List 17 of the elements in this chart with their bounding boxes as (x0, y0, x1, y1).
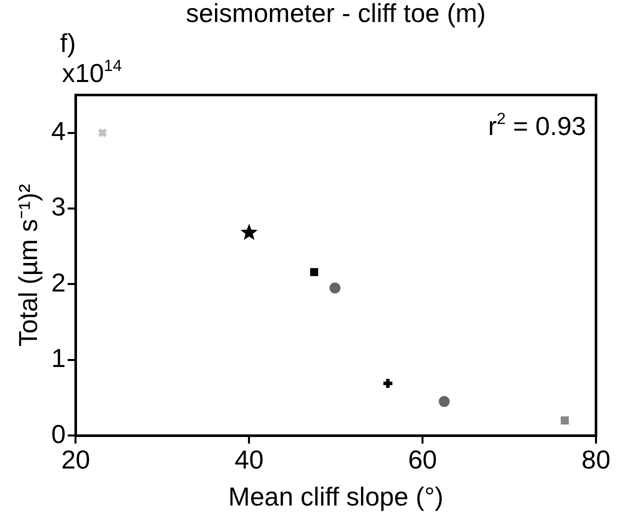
x-tick-label: 40 (234, 444, 264, 474)
y-axis-title: Total (µm s⁻¹)² (12, 184, 43, 347)
x-axis-title: Mean cliff slope (°) (228, 482, 444, 512)
y-tick-label: 3 (51, 192, 66, 222)
y-tick-label: 2 (51, 267, 66, 298)
point (438, 396, 450, 408)
x-tick-label: 80 (582, 444, 610, 474)
point (560, 416, 569, 424)
point (329, 282, 340, 294)
point (98, 128, 108, 138)
point (240, 224, 258, 240)
point (310, 268, 318, 276)
y-tick-label: 4 (51, 116, 66, 146)
chart-title: seismometer - cliff toe (m) (186, 0, 486, 28)
x-tick-label: 60 (408, 444, 438, 474)
y-tick-label: 1 (51, 343, 66, 374)
text: f) (60, 28, 76, 58)
